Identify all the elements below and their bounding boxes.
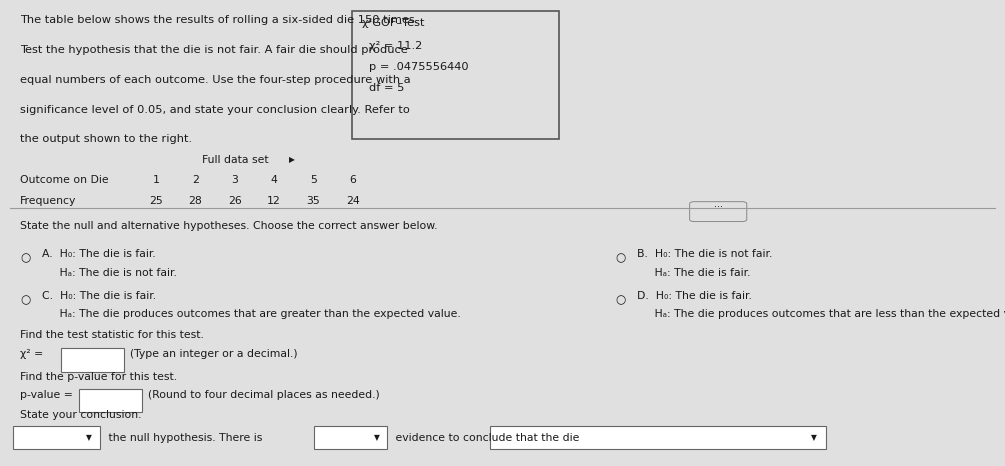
Text: 24: 24 bbox=[346, 196, 360, 206]
Text: 28: 28 bbox=[188, 196, 202, 206]
Text: Find the test statistic for this test.: Find the test statistic for this test. bbox=[20, 330, 204, 340]
Text: (Type an integer or a decimal.): (Type an integer or a decimal.) bbox=[131, 349, 297, 359]
Text: significance level of 0.05, and state your conclusion clearly. Refer to: significance level of 0.05, and state yo… bbox=[20, 104, 410, 115]
Text: Frequency: Frequency bbox=[20, 196, 76, 206]
Text: ○: ○ bbox=[616, 293, 626, 306]
Text: A.  H₀: The die is fair.: A. H₀: The die is fair. bbox=[41, 249, 156, 260]
Text: evidence to conclude that the die: evidence to conclude that the die bbox=[392, 432, 580, 443]
Text: ▼: ▼ bbox=[811, 433, 817, 442]
Text: 6: 6 bbox=[350, 175, 356, 185]
Text: ▼: ▼ bbox=[374, 433, 379, 442]
Text: Hₐ: The die produces outcomes that are less than the expected value.: Hₐ: The die produces outcomes that are l… bbox=[637, 309, 1005, 320]
FancyBboxPatch shape bbox=[489, 426, 825, 449]
Text: Hₐ: The die is fair.: Hₐ: The die is fair. bbox=[637, 268, 751, 278]
FancyBboxPatch shape bbox=[315, 426, 387, 449]
Text: 25: 25 bbox=[149, 196, 163, 206]
Text: 1: 1 bbox=[153, 175, 159, 185]
Text: 35: 35 bbox=[307, 196, 321, 206]
Text: χ² = 11.2: χ² = 11.2 bbox=[369, 41, 422, 51]
Text: 26: 26 bbox=[228, 196, 241, 206]
Text: 12: 12 bbox=[267, 196, 280, 206]
Text: 3: 3 bbox=[231, 175, 238, 185]
Text: Hₐ: The die is not fair.: Hₐ: The die is not fair. bbox=[41, 268, 177, 278]
Text: The table below shows the results of rolling a six-sided die 150 times.: The table below shows the results of rol… bbox=[20, 15, 418, 25]
Text: ○: ○ bbox=[20, 293, 30, 306]
Text: p-value =: p-value = bbox=[20, 391, 72, 400]
FancyBboxPatch shape bbox=[79, 389, 142, 412]
Text: χ² =: χ² = bbox=[20, 349, 43, 359]
FancyBboxPatch shape bbox=[689, 202, 747, 221]
Text: Hₐ: The die produces outcomes that are greater than the expected value.: Hₐ: The die produces outcomes that are g… bbox=[41, 309, 460, 320]
Text: χ²GOF–Test: χ²GOF–Test bbox=[362, 18, 425, 28]
Text: C.  H₀: The die is fair.: C. H₀: The die is fair. bbox=[41, 291, 156, 301]
Text: the output shown to the right.: the output shown to the right. bbox=[20, 135, 192, 144]
Text: State your conclusion.: State your conclusion. bbox=[20, 410, 142, 420]
Text: ○: ○ bbox=[616, 252, 626, 264]
Text: ▶: ▶ bbox=[288, 155, 294, 164]
Text: 5: 5 bbox=[310, 175, 317, 185]
Text: equal numbers of each outcome. Use the four-step procedure with a: equal numbers of each outcome. Use the f… bbox=[20, 75, 410, 85]
Text: 4: 4 bbox=[270, 175, 277, 185]
Text: ○: ○ bbox=[20, 252, 30, 264]
FancyBboxPatch shape bbox=[352, 11, 559, 139]
Text: the null hypothesis. There is: the null hypothesis. There is bbox=[105, 432, 262, 443]
Text: ▼: ▼ bbox=[85, 433, 91, 442]
Text: Outcome on Die: Outcome on Die bbox=[20, 175, 109, 185]
Text: df = 5: df = 5 bbox=[369, 82, 404, 93]
FancyBboxPatch shape bbox=[61, 349, 125, 372]
Text: ···: ··· bbox=[714, 202, 723, 212]
Text: Find the p-value for this test.: Find the p-value for this test. bbox=[20, 372, 177, 382]
Text: (Round to four decimal places as needed.): (Round to four decimal places as needed.… bbox=[148, 391, 380, 400]
Text: 2: 2 bbox=[192, 175, 199, 185]
Text: B.  H₀: The die is not fair.: B. H₀: The die is not fair. bbox=[637, 249, 773, 260]
FancyBboxPatch shape bbox=[13, 426, 99, 449]
Text: D.  H₀: The die is fair.: D. H₀: The die is fair. bbox=[637, 291, 753, 301]
Text: Full data set: Full data set bbox=[202, 155, 268, 165]
Text: Test the hypothesis that the die is not fair. A fair die should produce: Test the hypothesis that the die is not … bbox=[20, 45, 408, 55]
Text: State the null and alternative hypotheses. Choose the correct answer below.: State the null and alternative hypothese… bbox=[20, 221, 437, 231]
Text: p = .0475556440: p = .0475556440 bbox=[369, 62, 468, 72]
